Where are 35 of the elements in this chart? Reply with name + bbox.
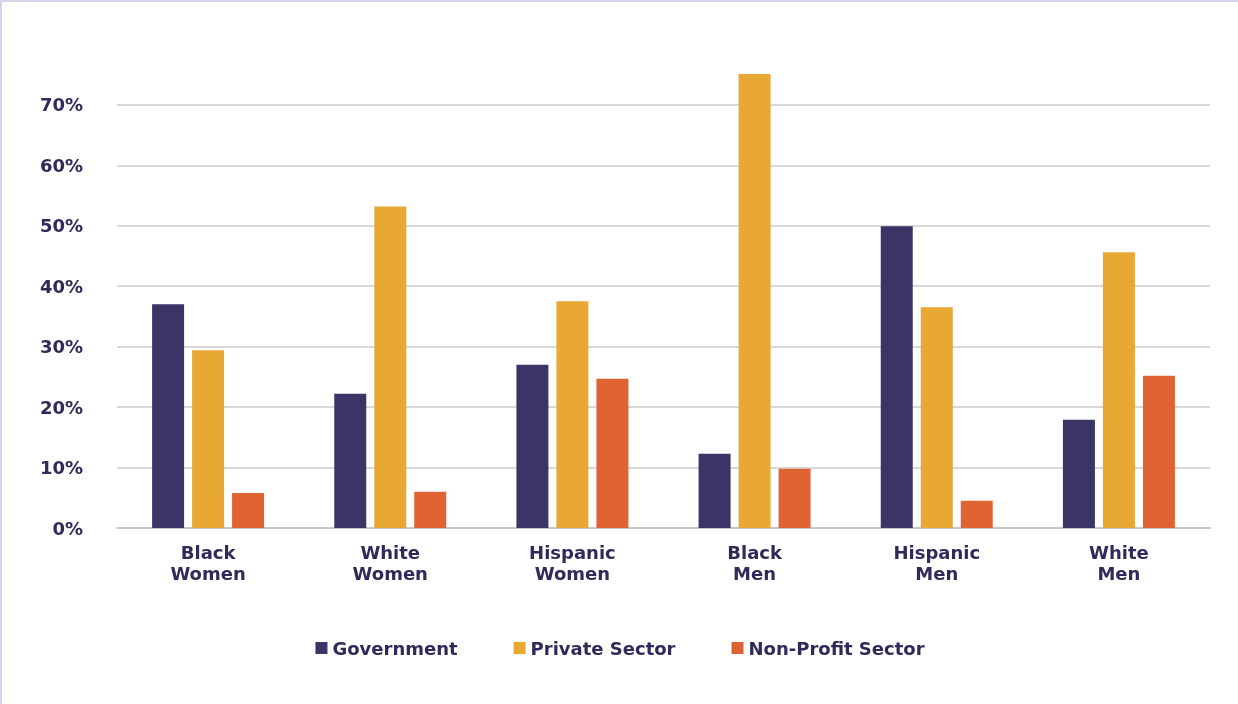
- legend-label: Non-Profit Sector: [748, 637, 925, 659]
- bar: [920, 307, 953, 528]
- bar: [738, 74, 771, 528]
- legend-label: Government: [332, 637, 458, 659]
- bar: [596, 378, 629, 528]
- x-tick-label: White Men: [1089, 542, 1149, 584]
- x-tick-label: Hispanic Women: [529, 542, 616, 584]
- bar: [152, 304, 185, 528]
- bar: [192, 350, 225, 528]
- bar: [374, 206, 407, 528]
- y-tick-label: 60%: [39, 154, 83, 176]
- bar: [960, 500, 993, 528]
- y-tick-label: 30%: [39, 336, 83, 358]
- y-tick-label: 50%: [39, 215, 83, 237]
- x-tick-label: White Women: [352, 542, 428, 584]
- bar: [1142, 375, 1175, 528]
- bar: [698, 453, 731, 528]
- y-tick-label: 10%: [39, 457, 83, 479]
- bar: [1062, 419, 1095, 528]
- y-tick-label: 0%: [52, 517, 83, 539]
- y-tick-label: 70%: [39, 94, 83, 116]
- bar: [556, 301, 589, 528]
- x-tick-label: Black Women: [170, 542, 246, 584]
- bar: [880, 226, 913, 528]
- legend-label: Private Sector: [530, 637, 676, 659]
- bar: [516, 364, 549, 528]
- y-tick-label: 40%: [39, 275, 83, 297]
- y-tick-label: 20%: [39, 396, 83, 418]
- x-tick-label: Black Men: [727, 542, 783, 584]
- bar: [778, 468, 811, 528]
- bar: [414, 491, 447, 528]
- bar: [232, 492, 265, 528]
- bar: [1102, 252, 1135, 528]
- bar: [334, 393, 367, 528]
- x-tick-label: Hispanic Men: [893, 542, 981, 584]
